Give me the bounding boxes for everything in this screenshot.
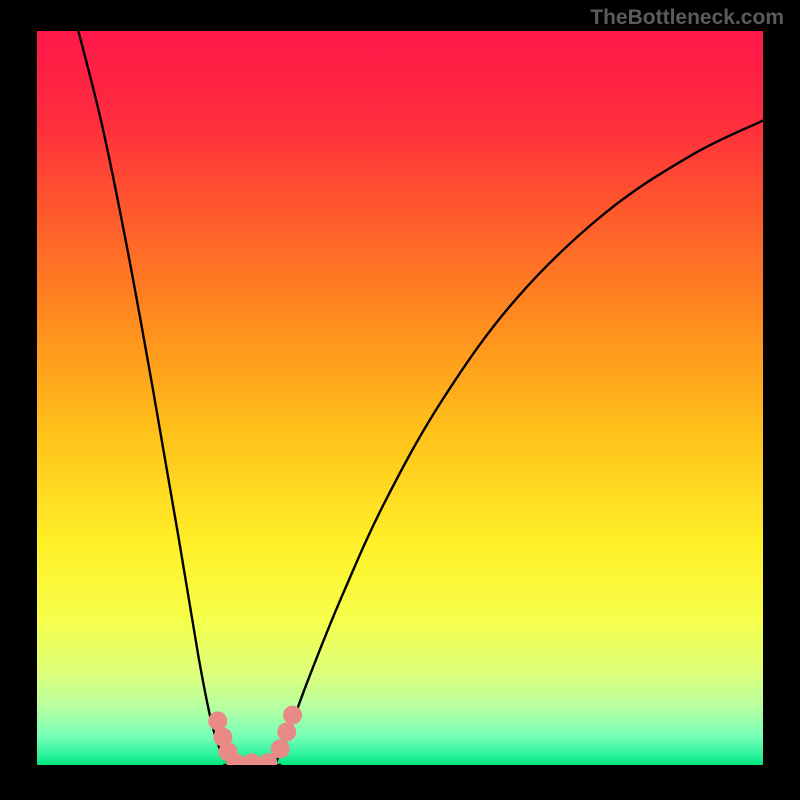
curve-layer bbox=[37, 31, 763, 765]
data-marker bbox=[208, 711, 227, 730]
plot-area bbox=[37, 31, 763, 765]
data-marker bbox=[271, 739, 290, 758]
curve-left-branch bbox=[78, 31, 231, 764]
data-marker bbox=[277, 722, 296, 741]
curve-right-branch bbox=[275, 121, 763, 765]
data-marker bbox=[283, 706, 302, 725]
chart-container: TheBottleneck.com bbox=[0, 0, 800, 800]
watermark-text: TheBottleneck.com bbox=[590, 6, 784, 30]
